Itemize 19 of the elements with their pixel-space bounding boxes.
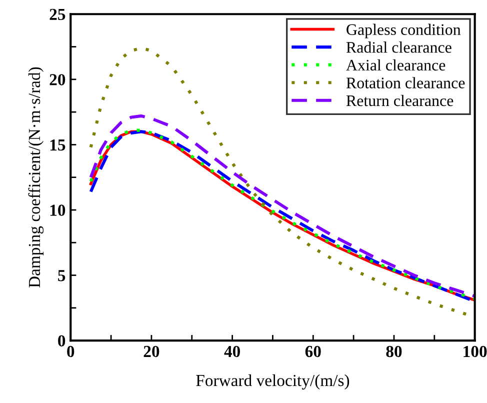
y-axis-title: Damping coefficient/(N·m·s/rad) [28, 67, 44, 288]
legend-label: Gapless condition [346, 24, 461, 38]
x-tick-label: 80 [386, 346, 402, 358]
x-tick-label: 100 [464, 346, 487, 358]
y-tick-label: 5 [58, 270, 66, 282]
x-axis-title: Forward velocity/(m/s) [196, 374, 350, 390]
y-tick-label: 20 [50, 74, 66, 86]
y-tick-label: 15 [50, 139, 66, 151]
legend-label: Axial clearance [346, 59, 446, 71]
x-tick-label: 0 [67, 346, 74, 358]
x-tick-label: 20 [144, 346, 160, 358]
y-tick-label: 0 [58, 335, 66, 346]
y-tick-label: 25 [50, 8, 66, 20]
legend-label: Rotation clearance [346, 77, 465, 88]
y-tick-label: 10 [50, 204, 66, 216]
legend-label: Return clearance [346, 94, 454, 106]
x-tick-label: 40 [224, 346, 240, 358]
x-tick-label: 60 [305, 346, 321, 358]
legend-label: Radial clearance [346, 42, 452, 53]
